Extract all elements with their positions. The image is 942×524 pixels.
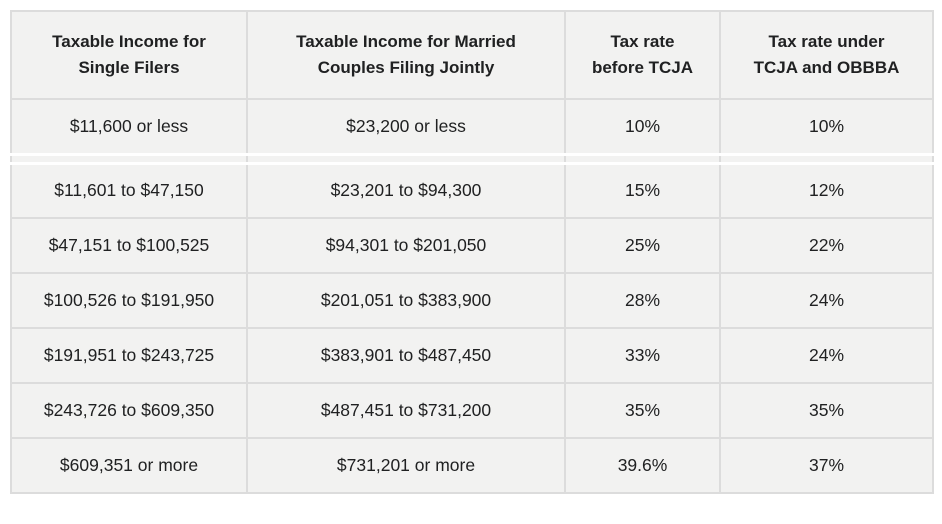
spacer-row [10, 152, 934, 165]
column-header-married-jointly: Taxable Income for Married Couples Filin… [246, 10, 566, 100]
cell-rate-after: 10% [719, 98, 934, 155]
column-header-line: before TCJA [591, 58, 694, 77]
cell-rate-before: 10% [564, 98, 721, 155]
cell-rate-after: 12% [719, 162, 934, 219]
column-header-line: Single Filers [78, 58, 180, 77]
cell-single-range: $11,601 to $47,150 [10, 162, 248, 219]
cell-single-range: $11,600 or less [10, 98, 248, 155]
table-row-bracket-1: $11,600 or less $23,200 or less 10% 10% [10, 98, 934, 155]
cell-single-range: $609,351 or more [10, 437, 248, 494]
cell-rate-before: 25% [564, 217, 721, 274]
cell-married-range: $23,201 to $94,300 [246, 162, 566, 219]
cell-married-range: $731,201 or more [246, 437, 566, 494]
header-row: Taxable Income for Single Filers Taxable… [10, 10, 934, 100]
table-row-bracket-4: $100,526 to $191,950 $201,051 to $383,90… [10, 272, 934, 329]
spacer-cell [564, 152, 721, 165]
table-row-bracket-2: $11,601 to $47,150 $23,201 to $94,300 15… [10, 162, 934, 219]
column-header-single-filers: Taxable Income for Single Filers [10, 10, 248, 100]
cell-rate-after: 35% [719, 382, 934, 439]
cell-rate-after: 37% [719, 437, 934, 494]
spacer-cell [246, 152, 566, 165]
column-header-rate-before-tcja: Tax rate before TCJA [564, 10, 721, 100]
cell-rate-after: 24% [719, 327, 934, 384]
tax-brackets-table: Taxable Income for Single Filers Taxable… [10, 10, 934, 494]
cell-rate-before: 39.6% [564, 437, 721, 494]
cell-single-range: $47,151 to $100,525 [10, 217, 248, 274]
cell-married-range: $487,451 to $731,200 [246, 382, 566, 439]
column-header-rate-tcja-obbba: Tax rate under TCJA and OBBBA [719, 10, 934, 100]
cell-married-range: $94,301 to $201,050 [246, 217, 566, 274]
tax-brackets-table-container: Taxable Income for Single Filers Taxable… [10, 10, 934, 494]
column-header-line: Tax rate [610, 32, 675, 51]
cell-rate-before: 35% [564, 382, 721, 439]
table-row-bracket-3: $47,151 to $100,525 $94,301 to $201,050 … [10, 217, 934, 274]
column-header-line: Couples Filing Jointly [317, 58, 495, 77]
cell-rate-before: 15% [564, 162, 721, 219]
cell-rate-before: 33% [564, 327, 721, 384]
column-header-line: Taxable Income for Married [296, 32, 516, 51]
spacer-cell [719, 152, 934, 165]
table-row-bracket-5: $191,951 to $243,725 $383,901 to $487,45… [10, 327, 934, 384]
cell-married-range: $23,200 or less [246, 98, 566, 155]
cell-single-range: $100,526 to $191,950 [10, 272, 248, 329]
table-row-bracket-7: $609,351 or more $731,201 or more 39.6% … [10, 437, 934, 494]
cell-rate-after: 24% [719, 272, 934, 329]
cell-married-range: $383,901 to $487,450 [246, 327, 566, 384]
table-row-bracket-6: $243,726 to $609,350 $487,451 to $731,20… [10, 382, 934, 439]
column-header-line: Tax rate under [768, 32, 885, 51]
column-header-line: TCJA and OBBBA [753, 58, 900, 77]
cell-married-range: $201,051 to $383,900 [246, 272, 566, 329]
column-header-line: Taxable Income for [52, 32, 206, 51]
cell-single-range: $243,726 to $609,350 [10, 382, 248, 439]
cell-rate-before: 28% [564, 272, 721, 329]
spacer-cell [10, 152, 248, 165]
cell-rate-after: 22% [719, 217, 934, 274]
cell-single-range: $191,951 to $243,725 [10, 327, 248, 384]
